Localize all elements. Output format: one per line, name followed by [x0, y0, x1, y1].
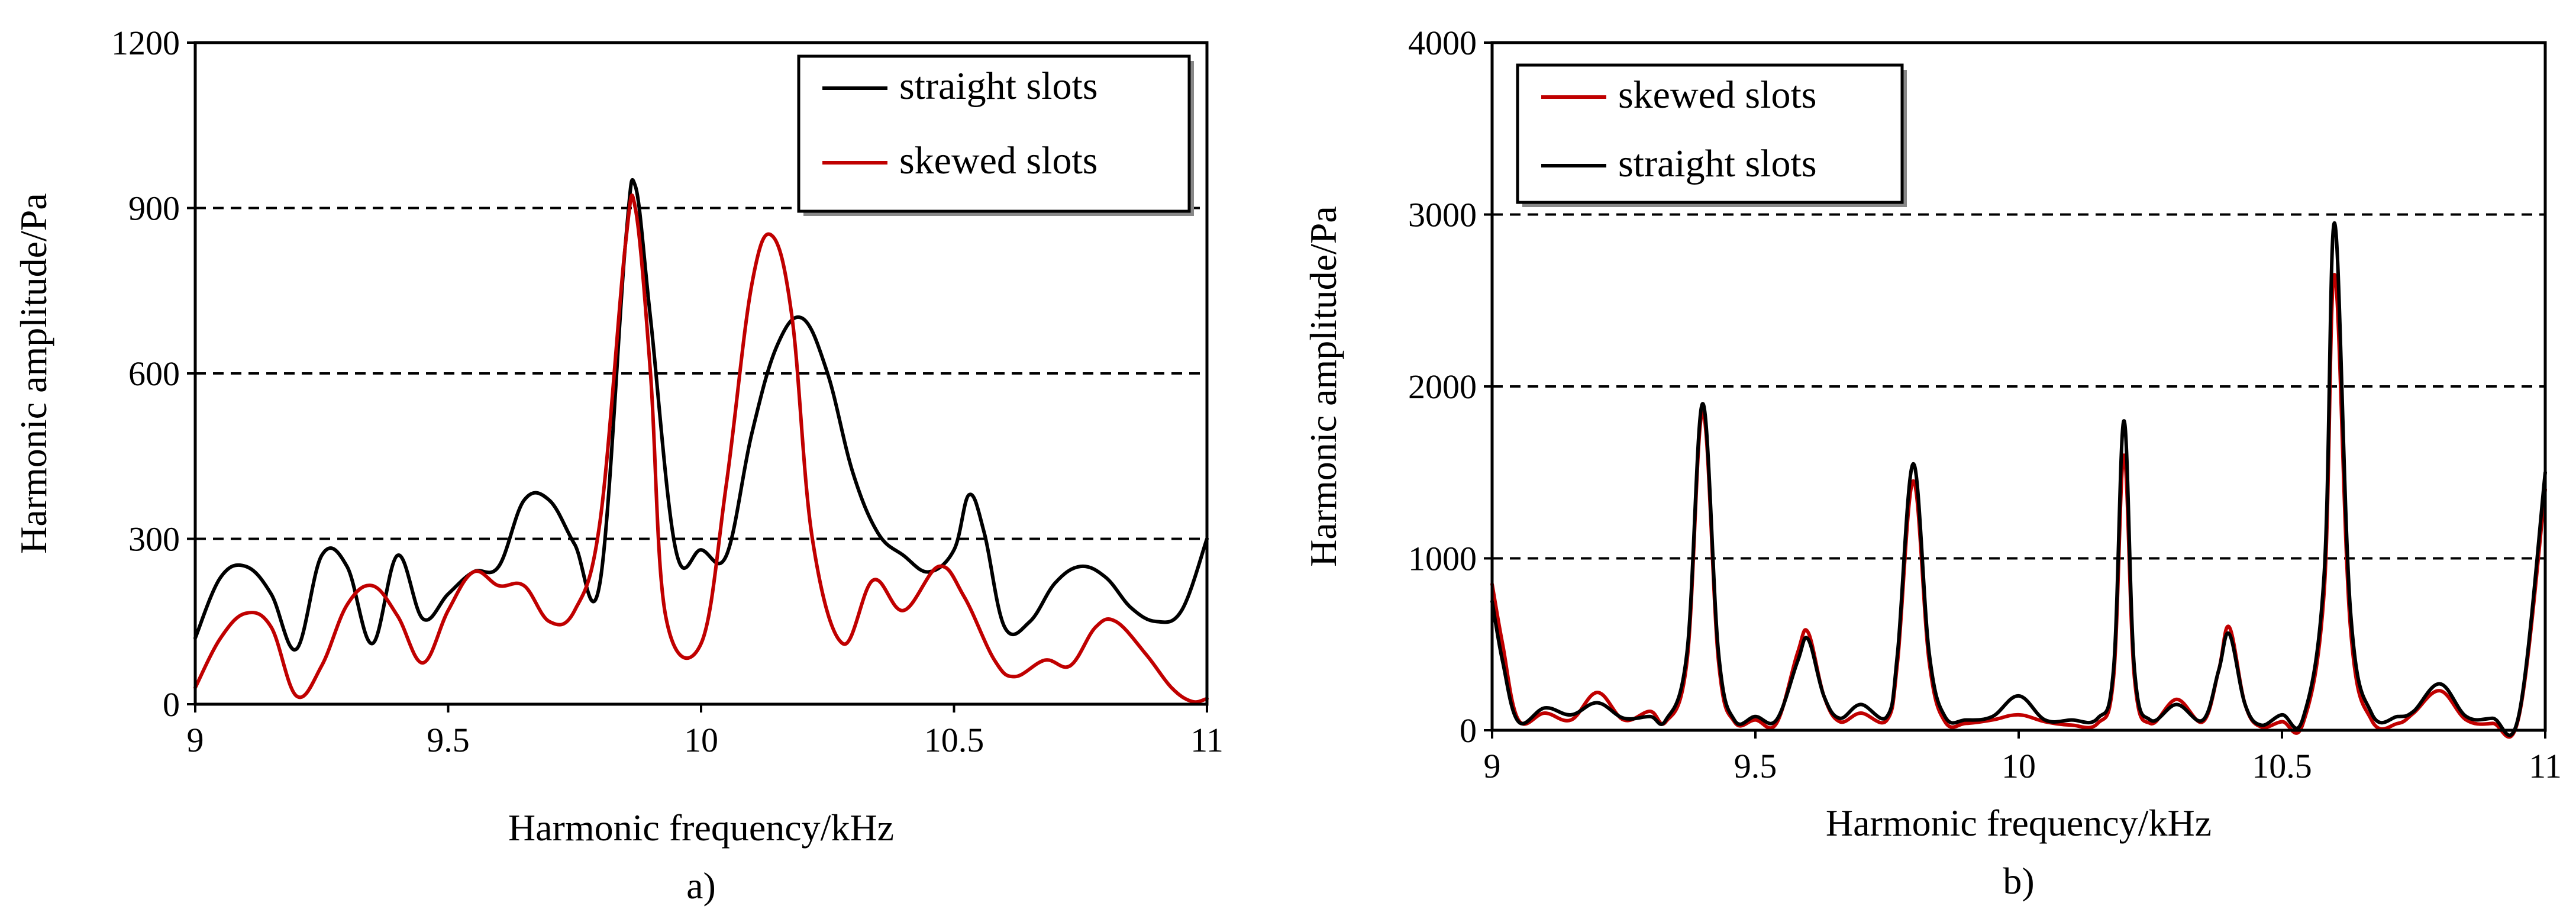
chart-b: 0 1000 2000 3000 4000 9 9.5 10 10.5 11 Harmonic f…: [1302, 24, 2562, 902]
chart-b-legend-label: skewed slots: [1618, 73, 1816, 117]
chart-a-legend-label: skewed slots: [899, 139, 1097, 182]
chart-b-x-tick-label: 9.5: [1734, 747, 1777, 785]
chart-a-legend-box: [797, 54, 1191, 213]
chart-a-x-tick-label: 9: [187, 721, 204, 759]
chart-b-series-line-straight-slots: [1490, 221, 2547, 737]
chart-a-y-tick-label: 1200: [111, 24, 180, 62]
chart-b-series-line-skewed-slots: [1490, 273, 2547, 739]
chart-a-legend-label: straight slots: [899, 65, 1098, 108]
chart-a-y-tick-label: 300: [128, 520, 180, 559]
chart-a-series: [193, 178, 1209, 704]
chart-a-series-line-straight-slots: [193, 178, 1209, 652]
chart-a-x-axis-label: Harmonic frequency/kHz: [508, 807, 894, 849]
chart-b-x-axis-label: Harmonic frequency/kHz: [1826, 802, 2212, 844]
chart-b-legend: skewed slots straight slots: [1516, 63, 1907, 207]
chart-a-ticks: 0 300 600 900 1200 9 9.5 10 10.5 11: [111, 24, 1224, 759]
chart-a-x-tick-label: 10.5: [924, 721, 984, 759]
chart-b-x-tick-label: 10.5: [2252, 747, 2312, 785]
chart-a-x-tick-label: 9.5: [427, 721, 470, 759]
chart-a-series-line-skewed-slots: [193, 194, 1209, 704]
chart-b-x-tick-label: 10: [2002, 747, 2036, 785]
chart-a-x-tick-label: 11: [1190, 721, 1224, 759]
chart-b-y-tick-label: 2000: [1408, 367, 1477, 406]
chart-a-y-tick-label: 0: [163, 685, 180, 724]
chart-a-legend: straight slots skewed slots: [797, 54, 1194, 216]
chart-a-y-axis-label: Harmonic amplitude/Pa: [12, 193, 54, 554]
chart-b-series: [1490, 221, 2547, 739]
chart-b-y-axis-label: Harmonic amplitude/Pa: [1302, 206, 1344, 567]
chart-b-y-tick-label: 4000: [1408, 24, 1477, 62]
chart-b-legend-box: [1516, 63, 1904, 204]
chart-b-ticks: 0 1000 2000 3000 4000 9 9.5 10 10.5 11: [1408, 24, 2562, 785]
chart-a: 0 300 600 900 1200 9 9.5 10 10.5 11 Harmonic freq…: [12, 24, 1224, 907]
chart-b-y-tick-label: 1000: [1408, 540, 1477, 578]
chart-a-y-tick-label: 600: [128, 354, 180, 393]
chart-a-gridlines: [195, 207, 1207, 540]
chart-a-caption: a): [686, 865, 716, 907]
chart-b-x-tick-label: 11: [2529, 747, 2562, 785]
chart-a-x-tick-label: 10: [684, 721, 718, 759]
chart-b-caption: b): [2003, 860, 2034, 902]
chart-b-legend-label: straight slots: [1618, 142, 1817, 185]
chart-b-y-tick-label: 3000: [1408, 196, 1477, 234]
chart-b-x-tick-label: 9: [1484, 747, 1501, 785]
chart-b-y-tick-label: 0: [1460, 711, 1477, 750]
chart-a-y-tick-label: 900: [128, 189, 180, 228]
chart-b-gridlines: [1492, 213, 2545, 560]
